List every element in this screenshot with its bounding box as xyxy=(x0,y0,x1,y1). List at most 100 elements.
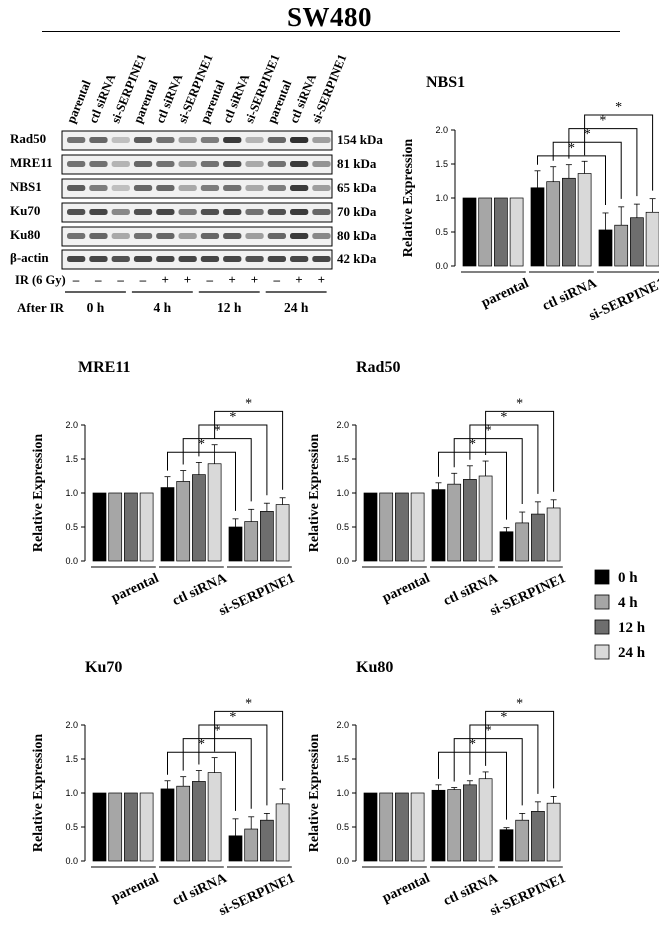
time-label: 0 h xyxy=(87,300,105,315)
significance-bracket xyxy=(214,710,284,781)
y-tick-label: 0.5 xyxy=(65,822,78,832)
blot-band xyxy=(133,137,153,143)
bar xyxy=(530,187,545,267)
bar xyxy=(363,492,378,562)
ir-mark: – xyxy=(206,272,214,287)
y-tick-label: 2.0 xyxy=(336,420,349,430)
ir-mark: + xyxy=(295,272,302,287)
blot-band xyxy=(133,161,153,167)
y-tick-label: 1.0 xyxy=(65,788,78,798)
ir-mark: – xyxy=(272,272,280,287)
bar xyxy=(598,229,613,267)
blot-band xyxy=(245,256,264,262)
blot-band xyxy=(290,161,309,167)
x-tick-label: parental xyxy=(479,276,531,311)
significance-bracket xyxy=(438,751,507,820)
y-axis-label: Relative Expression xyxy=(31,434,46,553)
bar xyxy=(207,463,222,562)
bar xyxy=(363,792,378,862)
bar xyxy=(645,211,659,267)
bar xyxy=(410,792,425,862)
significance-star: * xyxy=(198,737,205,752)
bar xyxy=(494,197,508,267)
bar xyxy=(546,507,561,562)
y-tick-label: 1.5 xyxy=(336,454,349,464)
chart-title: Ku70 xyxy=(85,659,122,676)
bar xyxy=(92,792,107,862)
chart-title: MRE11 xyxy=(78,359,130,376)
bar xyxy=(614,224,629,267)
blot-band xyxy=(245,233,264,239)
blot-band xyxy=(89,185,108,191)
significance-star: * xyxy=(500,710,507,725)
y-tick-label: 2.0 xyxy=(435,125,448,135)
blot-band xyxy=(156,256,175,262)
bar xyxy=(478,475,493,562)
blot-protein-label: NBS1 xyxy=(10,179,42,194)
blot-band xyxy=(111,161,130,167)
y-tick-label: 0.5 xyxy=(336,522,349,532)
legend-swatch xyxy=(594,644,610,660)
blot-band xyxy=(200,137,220,143)
blot-strip xyxy=(61,249,333,270)
blot-band xyxy=(267,161,286,167)
significance-star: * xyxy=(214,724,221,739)
blot-band xyxy=(156,137,175,143)
ir-mark: + xyxy=(184,272,191,287)
blot-band xyxy=(89,233,108,239)
y-tick-label: 1.0 xyxy=(336,488,349,498)
bar xyxy=(462,197,477,267)
bar xyxy=(176,481,191,562)
significance-star: * xyxy=(615,100,622,115)
y-tick-label: 0.5 xyxy=(65,522,78,532)
ir-mark: – xyxy=(116,272,124,287)
blot-band xyxy=(267,233,286,239)
blot-band xyxy=(200,161,220,167)
figure-title: SW480 xyxy=(286,2,373,32)
x-tick-label: parental xyxy=(109,571,161,606)
bar xyxy=(275,504,290,562)
blot-band xyxy=(89,256,108,262)
significance-star: * xyxy=(500,410,507,425)
bar xyxy=(379,492,394,562)
blot-band xyxy=(245,137,264,143)
significance-bracket xyxy=(167,451,236,511)
ir-mark: + xyxy=(251,272,258,287)
blot-band xyxy=(133,233,153,239)
significance-bracket xyxy=(584,114,654,191)
blot-band xyxy=(267,256,286,262)
significance-bracket xyxy=(485,410,555,492)
bar xyxy=(515,522,530,562)
x-tick-label: si-SERPINE1 xyxy=(217,571,297,619)
bar xyxy=(260,819,274,862)
y-tick-label: 0.0 xyxy=(65,556,78,566)
y-tick-label: 2.0 xyxy=(336,720,349,730)
blot-band xyxy=(178,233,197,239)
blot-band xyxy=(290,233,309,239)
bar xyxy=(499,531,514,562)
blot-band xyxy=(200,185,220,191)
x-tick-label: parental xyxy=(380,871,432,906)
x-tick-label: parental xyxy=(380,571,432,606)
bar xyxy=(562,177,576,267)
y-tick-label: 1.0 xyxy=(435,193,448,203)
time-label: 4 h xyxy=(154,300,172,315)
bar xyxy=(630,217,644,267)
blot-band xyxy=(67,233,86,239)
bar xyxy=(139,492,154,562)
blot-band xyxy=(267,137,286,143)
legend-label: 24 h xyxy=(618,645,646,661)
y-tick-label: 2.0 xyxy=(65,420,78,430)
bar xyxy=(192,781,206,862)
blot-strip xyxy=(61,202,333,223)
bar xyxy=(395,792,409,862)
legend-swatch xyxy=(594,619,610,635)
significance-bracket xyxy=(469,724,539,794)
blot-band xyxy=(223,256,242,262)
significance-star: * xyxy=(245,396,252,411)
blot-strip xyxy=(61,178,333,199)
blot-band xyxy=(178,161,197,167)
bar xyxy=(160,487,175,562)
